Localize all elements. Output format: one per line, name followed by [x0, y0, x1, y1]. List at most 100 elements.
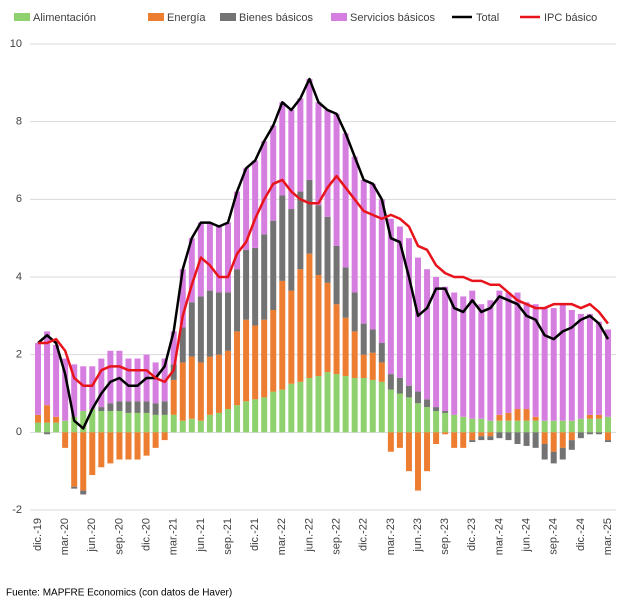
x-tick-label: mar.-20	[59, 518, 71, 555]
bar-segment	[134, 401, 141, 413]
bar-segment	[342, 376, 349, 433]
bar-segment	[261, 397, 268, 433]
bar-segment	[234, 405, 241, 433]
legend-swatch	[331, 13, 347, 21]
bar-segment	[460, 296, 467, 417]
y-tick-label: 6	[16, 193, 22, 205]
bar-segment	[306, 377, 313, 433]
bar-segment	[44, 422, 51, 433]
bar-segment	[143, 412, 150, 433]
bar-segment	[225, 292, 231, 351]
bar-segment	[71, 486, 78, 489]
bar-segment	[161, 414, 168, 433]
bar-segment	[595, 414, 602, 419]
x-tick-label: jun.-24	[520, 518, 532, 553]
bar-segment	[71, 432, 78, 487]
bar-segment	[514, 432, 521, 444]
bar-segment	[44, 432, 51, 435]
bar-segment	[80, 366, 87, 411]
bar-segment	[333, 304, 340, 375]
bar-segment	[523, 420, 530, 433]
bar-segment	[197, 362, 204, 421]
bar-segment	[550, 420, 557, 433]
bar-segment	[505, 292, 512, 413]
bar-segment	[288, 110, 295, 210]
legend-label: Servicios básicos	[350, 12, 435, 24]
bar-segment	[568, 310, 575, 421]
x-tick-label: mar.-22	[276, 518, 288, 555]
bar-segment	[188, 302, 195, 357]
bar-segment	[333, 374, 340, 433]
bar-segment	[369, 329, 376, 353]
bar-segment	[62, 420, 69, 433]
bar-segment	[270, 125, 277, 221]
bar-segment	[514, 409, 521, 421]
bar-segment	[288, 290, 295, 384]
bar-segment	[550, 308, 557, 421]
bar-segment	[306, 253, 313, 378]
bar-segment	[523, 302, 530, 410]
bar-segment	[469, 440, 476, 443]
bar-segment	[541, 432, 548, 444]
bar-segment	[586, 414, 593, 419]
bar-segment	[396, 432, 403, 448]
bar-segment	[595, 432, 602, 435]
bar-segment	[487, 420, 494, 433]
x-tick-label: jun.-21	[195, 518, 207, 553]
bar-segment	[107, 403, 114, 411]
bar-segment	[424, 269, 431, 400]
bar-segment	[152, 432, 159, 448]
bar-segment	[405, 397, 412, 433]
bar-segment	[333, 113, 340, 246]
bar-segment	[360, 179, 367, 324]
bar-segment	[532, 432, 539, 448]
bar-segment	[35, 422, 41, 433]
bar-segment	[188, 238, 195, 303]
bar-segment	[252, 325, 259, 400]
line-series	[38, 174, 609, 387]
bar-segment	[577, 313, 584, 419]
bar-segment	[315, 102, 322, 206]
bar-segment	[152, 362, 159, 404]
bar-segment	[279, 280, 286, 390]
bar-segment	[487, 300, 494, 421]
bar-segment	[369, 379, 376, 433]
bar-segment	[197, 296, 204, 363]
source-note: Fuente: MAPFRE Economics (con datos de H…	[6, 588, 232, 599]
bar-segment	[351, 331, 358, 378]
y-tick-label: 10	[10, 38, 22, 50]
bar-segment	[342, 317, 349, 377]
bar-segment	[415, 257, 421, 392]
bar-segment	[270, 391, 277, 433]
bar-segment	[215, 354, 222, 413]
bar-segment	[306, 179, 313, 254]
bar-segment	[80, 490, 87, 495]
bar-segment	[478, 432, 485, 437]
bar-segment	[170, 379, 177, 415]
bar-segment	[261, 141, 268, 235]
bar-segment	[496, 414, 503, 421]
bar-segment	[514, 420, 521, 433]
bar-segment	[53, 344, 60, 417]
legend-label: Bienes básicos	[239, 12, 313, 24]
bar-segment	[89, 409, 96, 433]
bar-segment	[605, 329, 611, 417]
bar-segment	[125, 358, 132, 402]
bar-segment	[605, 416, 611, 433]
bar-segment	[541, 420, 548, 433]
x-tick-label: jun.-20	[86, 518, 98, 553]
bar-segment	[451, 432, 458, 448]
bar-segment	[206, 290, 213, 357]
bar-segment	[351, 292, 358, 332]
bar-segment	[71, 364, 78, 417]
bar-segment	[143, 432, 150, 456]
bar-segment	[234, 191, 241, 270]
bar-segment	[62, 358, 69, 421]
bar-segment	[559, 447, 566, 460]
bar-segment	[541, 443, 548, 460]
bar-segment	[478, 436, 485, 441]
bar-segment	[71, 416, 78, 433]
bar-segment	[433, 410, 440, 433]
bar-segment	[424, 432, 431, 472]
